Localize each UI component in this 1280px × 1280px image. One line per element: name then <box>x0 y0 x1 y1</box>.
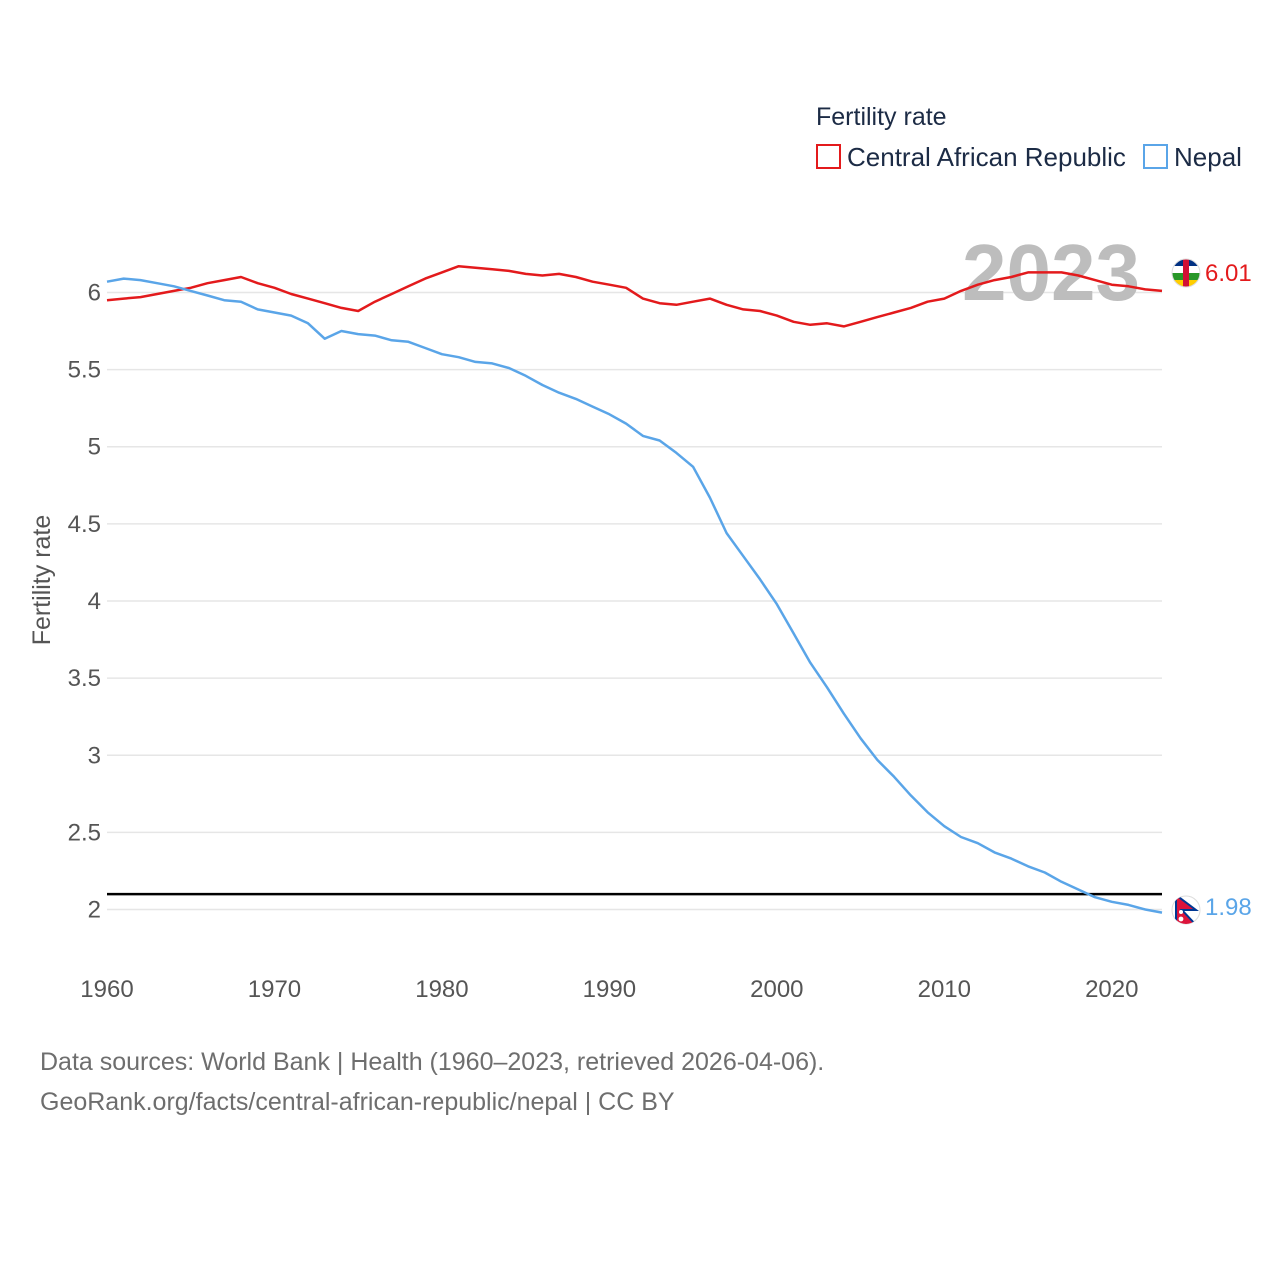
y-tick-label: 4 <box>88 588 101 615</box>
legend-swatch-nepal[interactable] <box>1143 144 1168 169</box>
end-value-central-african-republic: 6.01 <box>1205 260 1252 287</box>
series-lines <box>106 264 1163 914</box>
series-line-nepal[interactable] <box>106 277 1163 914</box>
central-african-republic-flag-icon <box>1171 258 1201 288</box>
y-tick-label: 2 <box>88 897 101 924</box>
y-axis-label: Fertility rate <box>28 515 56 646</box>
x-tick-label: 2000 <box>750 976 803 1003</box>
legend-label-nepal[interactable]: Nepal <box>1174 142 1242 172</box>
data-source-footer: Data sources: World Bank | Health (1960–… <box>40 1042 824 1122</box>
x-axis-ticks: 1960 1970 1980 1990 2000 2010 2020 <box>80 976 1138 1003</box>
end-value-nepal: 1.98 <box>1205 894 1252 921</box>
x-tick-label: 1990 <box>583 976 636 1003</box>
legend-swatch-central-african-republic[interactable] <box>816 144 841 169</box>
gridlines <box>107 291 1162 911</box>
y-tick-label: 6 <box>88 279 101 306</box>
x-tick-label: 1970 <box>248 976 301 1003</box>
y-tick-label: 5 <box>88 434 101 461</box>
x-tick-label: 2020 <box>1085 976 1138 1003</box>
source-line: Data sources: World Bank | Health (1960–… <box>40 1048 825 1076</box>
license-line[interactable]: GeoRank.org/facts/central-african-republ… <box>40 1088 675 1116</box>
legend-title: Fertility rate <box>816 103 947 131</box>
x-tick-label: 1980 <box>415 976 468 1003</box>
series-line-central-african-republic[interactable] <box>106 264 1163 328</box>
legend-label-central-african-republic[interactable]: Central African Republic <box>847 142 1126 172</box>
legend: Fertility rate Central African Republic … <box>816 103 1242 172</box>
y-tick-label: 2.5 <box>68 819 101 846</box>
y-axis-ticks: 2 2.5 3 3.5 4 4.5 5 5.5 6 <box>68 279 101 923</box>
x-tick-label: 1960 <box>80 976 133 1003</box>
x-tick-label: 2010 <box>918 976 971 1003</box>
y-tick-label: 4.5 <box>68 511 101 538</box>
y-tick-label: 3.5 <box>68 665 101 692</box>
y-tick-label: 5.5 <box>68 357 101 384</box>
y-tick-label: 3 <box>88 742 101 769</box>
nepal-flag-icon <box>1171 895 1201 925</box>
